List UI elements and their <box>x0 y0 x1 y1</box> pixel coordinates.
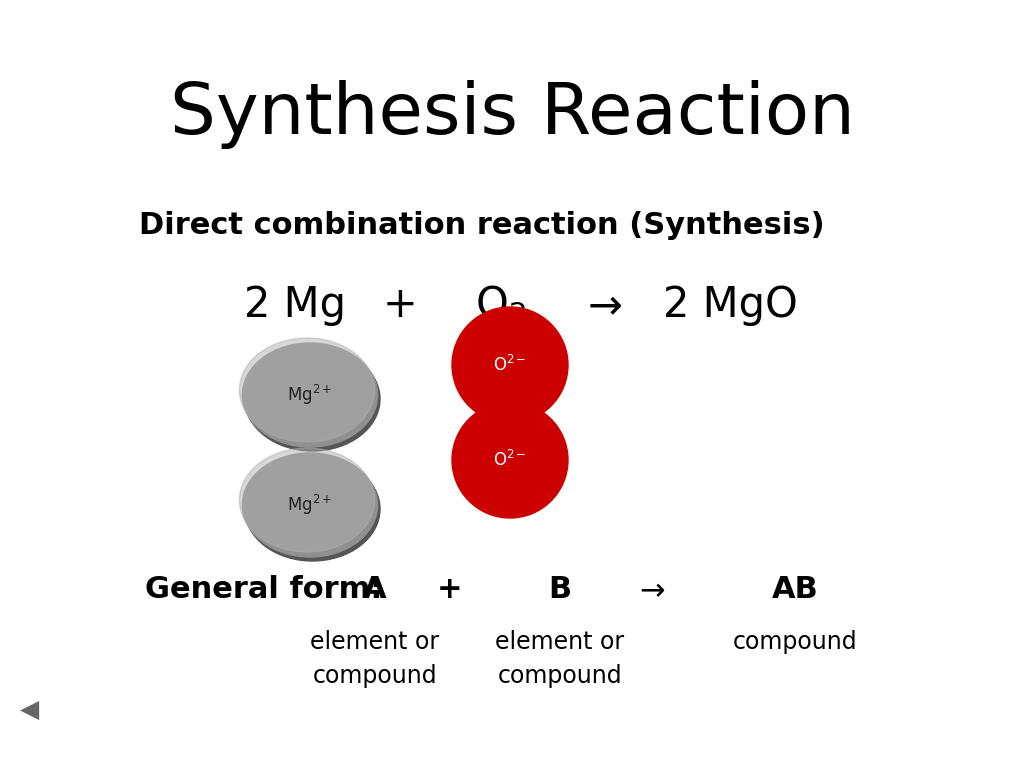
Text: AB: AB <box>772 575 818 604</box>
Text: element or
compound: element or compound <box>310 630 439 687</box>
Text: +: + <box>437 575 463 604</box>
Text: General form:: General form: <box>145 575 383 604</box>
Text: $\mathrm{Mg^{2+}}$: $\mathrm{Mg^{2+}}$ <box>288 383 333 407</box>
Ellipse shape <box>243 453 378 557</box>
Text: 2 MgO: 2 MgO <box>663 284 798 326</box>
Ellipse shape <box>243 343 378 447</box>
Ellipse shape <box>240 448 375 552</box>
Text: Synthesis Reaction: Synthesis Reaction <box>170 80 854 149</box>
Text: $\rightarrow$: $\rightarrow$ <box>634 575 666 604</box>
Text: $\rightarrow$: $\rightarrow$ <box>579 284 622 326</box>
Text: $\mathrm{O^{2-}}$: $\mathrm{O^{2-}}$ <box>494 450 526 470</box>
Text: +: + <box>383 284 418 326</box>
Text: compound: compound <box>733 630 857 654</box>
Text: Direct combination reaction (Synthesis): Direct combination reaction (Synthesis) <box>139 210 824 240</box>
Text: B: B <box>549 575 571 604</box>
Ellipse shape <box>240 338 375 442</box>
Text: 2 Mg: 2 Mg <box>244 284 346 326</box>
Ellipse shape <box>245 457 380 561</box>
Text: ◀: ◀ <box>20 698 40 722</box>
Text: $\mathrm{Mg^{2+}}$: $\mathrm{Mg^{2+}}$ <box>288 493 333 517</box>
Ellipse shape <box>245 347 380 451</box>
Circle shape <box>452 402 568 518</box>
Circle shape <box>452 307 568 423</box>
Text: A: A <box>364 575 387 604</box>
Text: $\mathrm{O_2}$: $\mathrm{O_2}$ <box>474 283 525 326</box>
Text: $\mathrm{O^{2-}}$: $\mathrm{O^{2-}}$ <box>494 355 526 375</box>
Text: element or
compound: element or compound <box>496 630 625 687</box>
